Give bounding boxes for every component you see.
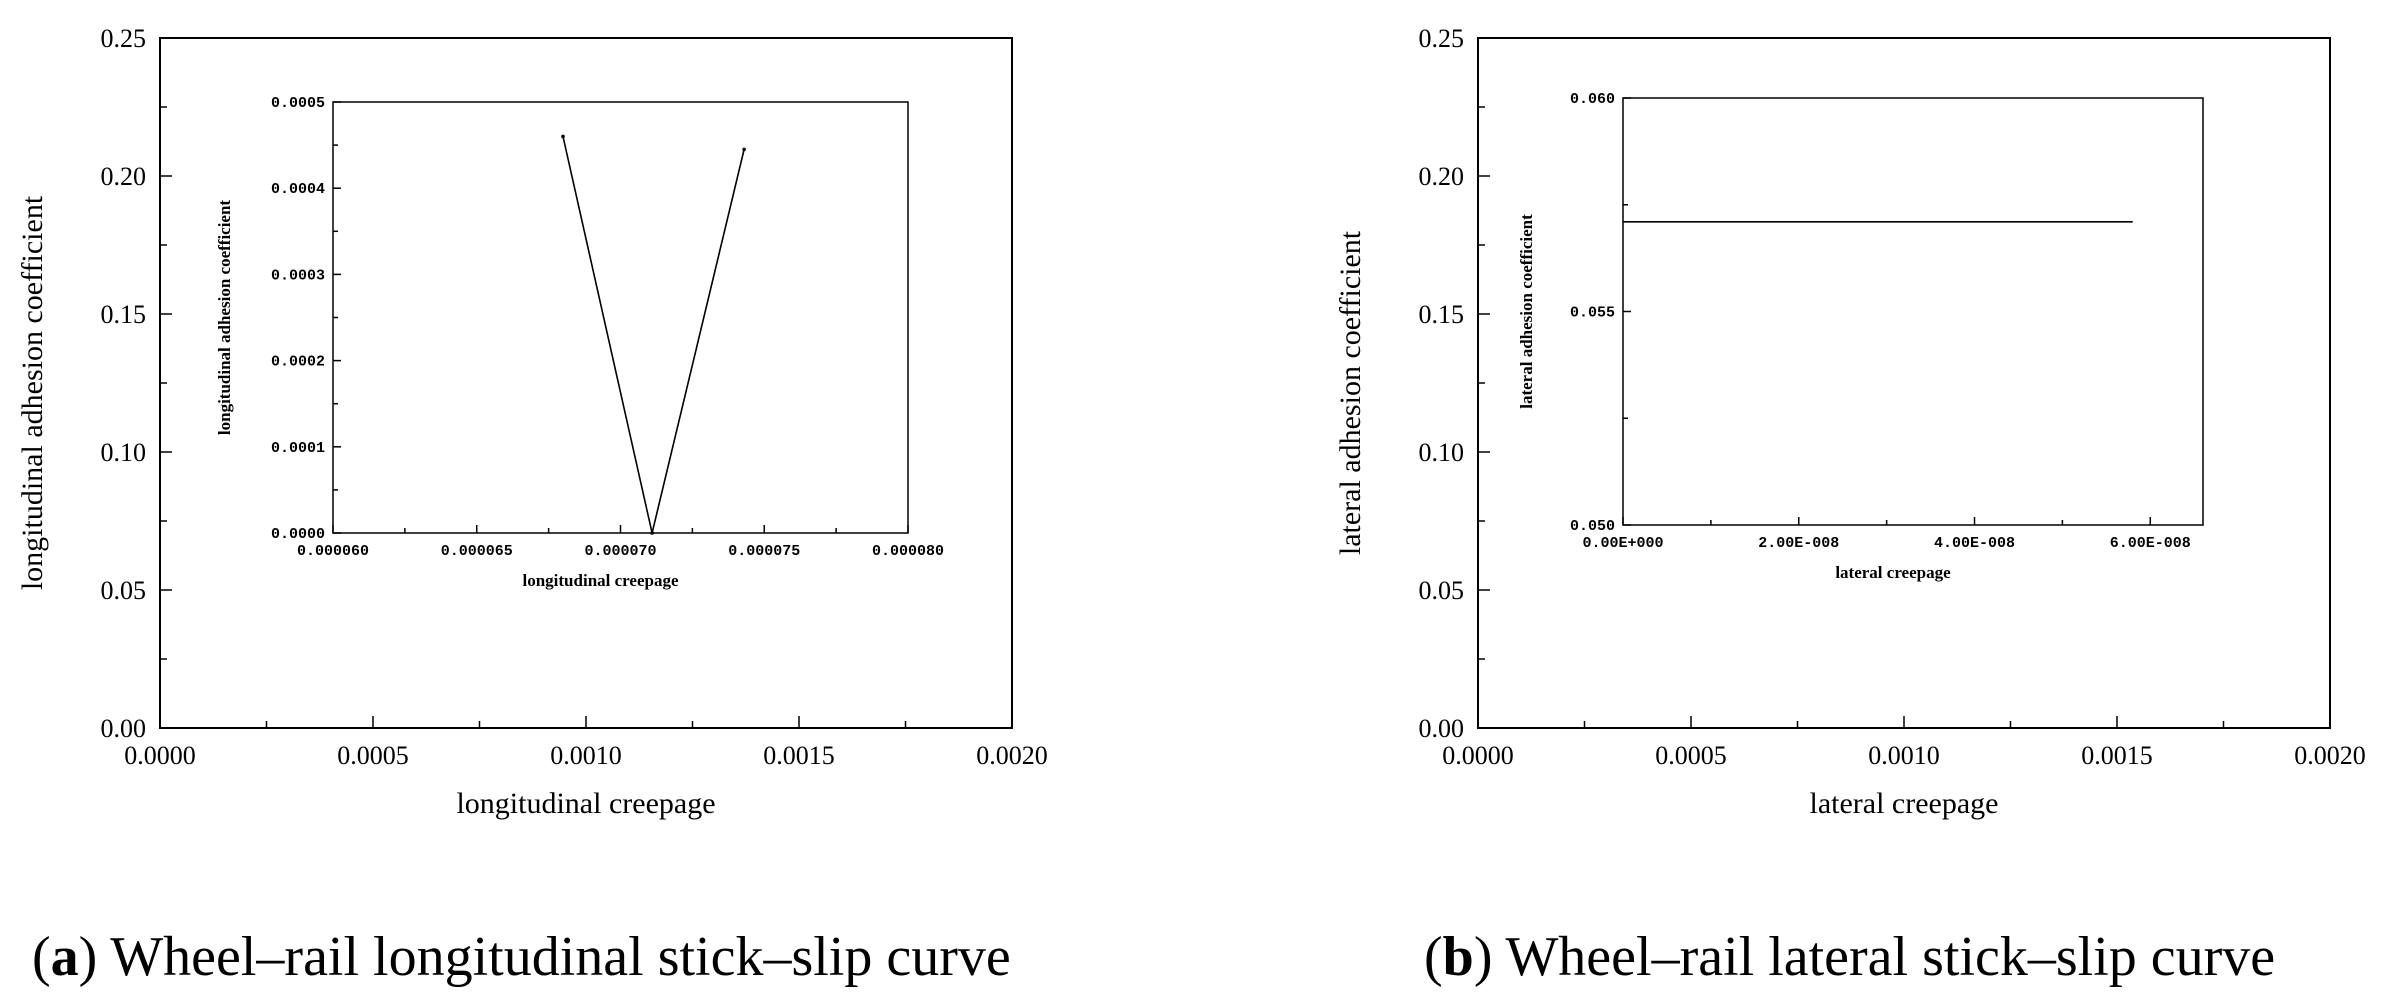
inset-plot: 0.000060 0.000065 0.000070 0.000075 0.000080… bbox=[215, 95, 944, 590]
chart-panel-b: 0.0000 0.0005 0.0010 0.0015 0.0020 0.00 0.05 0.… bbox=[1334, 24, 2366, 988]
x-tick-label: 0.0010 bbox=[550, 741, 622, 770]
inset-data-point bbox=[650, 531, 654, 535]
inset-x-tick-label: 2.00E-008 bbox=[1758, 535, 1839, 552]
y-tick-label: 0.10 bbox=[1419, 438, 1465, 467]
x-tick-label: 0.0000 bbox=[124, 741, 196, 770]
inset-plot: 0.00E+000 2.00E-008 4.00E-008 6.00E-008 0.05… bbox=[1517, 91, 2204, 582]
caption-letter: a bbox=[51, 926, 79, 988]
y-tick-label: 0.25 bbox=[101, 24, 147, 53]
y-tick-label: 0.00 bbox=[101, 714, 147, 743]
x-tick-label: 0.0000 bbox=[1442, 741, 1514, 770]
inset-x-tick-label: 4.00E-008 bbox=[1934, 535, 2015, 552]
inset-x-tick-label: 6.00E-008 bbox=[2110, 535, 2191, 552]
inset-x-axis-label: lateral creepage bbox=[1835, 563, 1951, 582]
x-tick-label: 0.0020 bbox=[976, 741, 1048, 770]
figure-caption: (b) Wheel–rail lateral stick–slip curve bbox=[1424, 926, 2275, 988]
caption-letter: b bbox=[1443, 926, 1474, 988]
x-tick-label: 0.0015 bbox=[763, 741, 835, 770]
inset-y-tick-label: 0.0004 bbox=[271, 181, 325, 198]
inset-data-point bbox=[742, 147, 746, 152]
y-tick-label: 0.05 bbox=[101, 576, 147, 605]
inset-x-axis-label: longitudinal creepage bbox=[523, 571, 679, 590]
x-tick-label: 0.0015 bbox=[2081, 741, 2153, 770]
inset-y-tick-label: 0.050 bbox=[1570, 518, 1615, 535]
x-tick-label: 0.0005 bbox=[1655, 741, 1727, 770]
caption-text: ) Wheel–rail longitudinal stick–slip cur… bbox=[79, 926, 1011, 988]
x-axis-label: longitudinal creepage bbox=[456, 787, 715, 820]
inset-y-tick-label: 0.055 bbox=[1570, 305, 1615, 322]
x-axis-label: lateral creepage bbox=[1809, 787, 1998, 820]
y-tick-label: 0.00 bbox=[1419, 714, 1465, 743]
y-axis-label: longitudinal adhesion coefficient bbox=[16, 195, 49, 590]
inset-y-tick-label: 0.0003 bbox=[271, 267, 325, 284]
y-tick-label: 0.10 bbox=[101, 438, 147, 467]
y-tick-label: 0.20 bbox=[101, 162, 147, 191]
y-axis-label: lateral adhesion coefficient bbox=[1334, 230, 1367, 555]
y-tick-label: 0.20 bbox=[1419, 162, 1465, 191]
inset-x-tick-label: 0.00E+000 bbox=[1582, 535, 1663, 552]
inset-y-tick-label: 0.0002 bbox=[271, 354, 325, 371]
x-tick-label: 0.0010 bbox=[1868, 741, 1940, 770]
figure-caption: (a) Wheel–rail longitudinal stick–slip c… bbox=[32, 926, 1011, 988]
inset-y-tick-label: 0.0000 bbox=[271, 526, 325, 543]
inset-x-tick-label: 0.000060 bbox=[297, 543, 369, 560]
inset-y-tick-label: 0.060 bbox=[1570, 91, 1615, 108]
y-tick-label: 0.05 bbox=[1419, 576, 1465, 605]
inset-x-tick-label: 0.000065 bbox=[441, 543, 513, 560]
x-tick-label: 0.0005 bbox=[337, 741, 409, 770]
inset-frame bbox=[1622, 97, 2204, 526]
y-tick-label: 0.15 bbox=[101, 300, 147, 329]
chart-panel-a: 0.0000 0.0005 0.0010 0.0015 0.0020 0.00 0.05 0.… bbox=[16, 24, 1048, 988]
inset-frame bbox=[332, 101, 909, 534]
inset-x-tick-label: 0.000080 bbox=[872, 543, 944, 560]
inset-data-point bbox=[561, 134, 565, 139]
inset-x-tick-label: 0.000070 bbox=[584, 543, 656, 560]
x-tick-label: 0.0020 bbox=[2294, 741, 2366, 770]
y-tick-label: 0.25 bbox=[1419, 24, 1465, 53]
inset-y-axis-label: lateral adhesion coefficient bbox=[1517, 214, 1536, 409]
y-tick-label: 0.15 bbox=[1419, 300, 1465, 329]
inset-y-axis-label: longitudinal adhesion coefficient bbox=[215, 200, 234, 436]
caption-text: ) Wheel–rail lateral stick–slip curve bbox=[1474, 926, 2275, 988]
inset-y-tick-label: 0.0005 bbox=[271, 95, 325, 112]
inset-x-tick-label: 0.000075 bbox=[728, 543, 800, 560]
inset-y-tick-label: 0.0001 bbox=[271, 440, 325, 457]
